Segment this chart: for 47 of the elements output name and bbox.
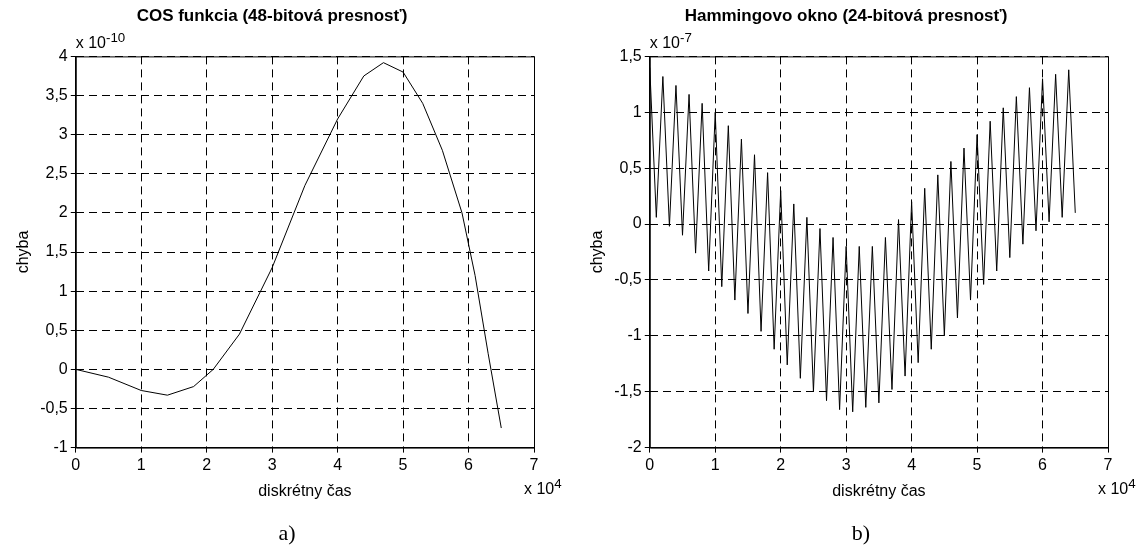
x-tick-label: 3 xyxy=(841,455,851,473)
y-tick-label: 1 xyxy=(632,102,642,120)
y-tick-label: 4 xyxy=(58,46,68,64)
y-tick-label: -0,5 xyxy=(40,398,68,416)
y-tick-label: 1,5 xyxy=(619,46,642,64)
x-tick-label: 7 xyxy=(529,455,539,473)
y-tick-label: 3 xyxy=(58,125,68,143)
x-tick-label: 6 xyxy=(464,455,474,473)
x-tick-label: 4 xyxy=(907,455,917,473)
text: x 10$^{4}$ xyxy=(524,475,562,498)
y-tick-label: -2 xyxy=(627,438,642,456)
y-tick-label: 1 xyxy=(58,281,68,299)
y-tick-label: 0 xyxy=(58,359,68,377)
y-tick-label: -1,5 xyxy=(614,382,642,400)
x-tick-label: 2 xyxy=(202,455,212,473)
x-tick-label: 7 xyxy=(1103,455,1113,473)
x-tick-label: 0 xyxy=(71,455,81,473)
x-axis-title: diskrétny čas xyxy=(258,481,352,499)
text: x 10$^{-7}$ xyxy=(649,30,692,53)
x-tick-label: 0 xyxy=(645,455,655,473)
y-tick-label: 0,5 xyxy=(45,320,68,338)
x-tick-label: 5 xyxy=(972,455,982,473)
x-tick-label: 5 xyxy=(398,455,408,473)
y-axis-title: chyba xyxy=(588,230,606,274)
y-tick-label: 0 xyxy=(632,214,642,232)
x-tick-label: 4 xyxy=(333,455,343,473)
text: a) xyxy=(277,520,297,546)
text: x 10$^{-10}$ xyxy=(75,30,126,53)
x-tick-label: 1 xyxy=(136,455,146,473)
y-tick-label: -0,5 xyxy=(614,270,642,288)
x-tick-label: 1 xyxy=(710,455,720,473)
x-tick-label: 2 xyxy=(776,455,786,473)
text: b) xyxy=(850,520,872,546)
y-tick-label: -1 xyxy=(627,326,642,344)
y-tick-label: 2,5 xyxy=(45,164,68,182)
chart-title: COS funkcia (48-bitová presnosť) xyxy=(136,5,408,25)
y-tick-label: 1,5 xyxy=(45,242,68,260)
y-tick-label: -1 xyxy=(53,438,68,456)
chart-title: Hammingovo okno (24-bitová presnosť) xyxy=(684,5,1008,25)
x-tick-label: 6 xyxy=(1038,455,1048,473)
y-tick-label: 3,5 xyxy=(45,85,68,103)
x-tick-label: 3 xyxy=(267,455,277,473)
y-axis-title: chyba xyxy=(14,230,32,274)
text: x 10$^{4}$ xyxy=(1098,475,1136,498)
y-tick-label: 0,5 xyxy=(619,158,642,176)
x-axis-title: diskrétny čas xyxy=(832,481,926,499)
y-tick-label: 2 xyxy=(58,203,68,221)
